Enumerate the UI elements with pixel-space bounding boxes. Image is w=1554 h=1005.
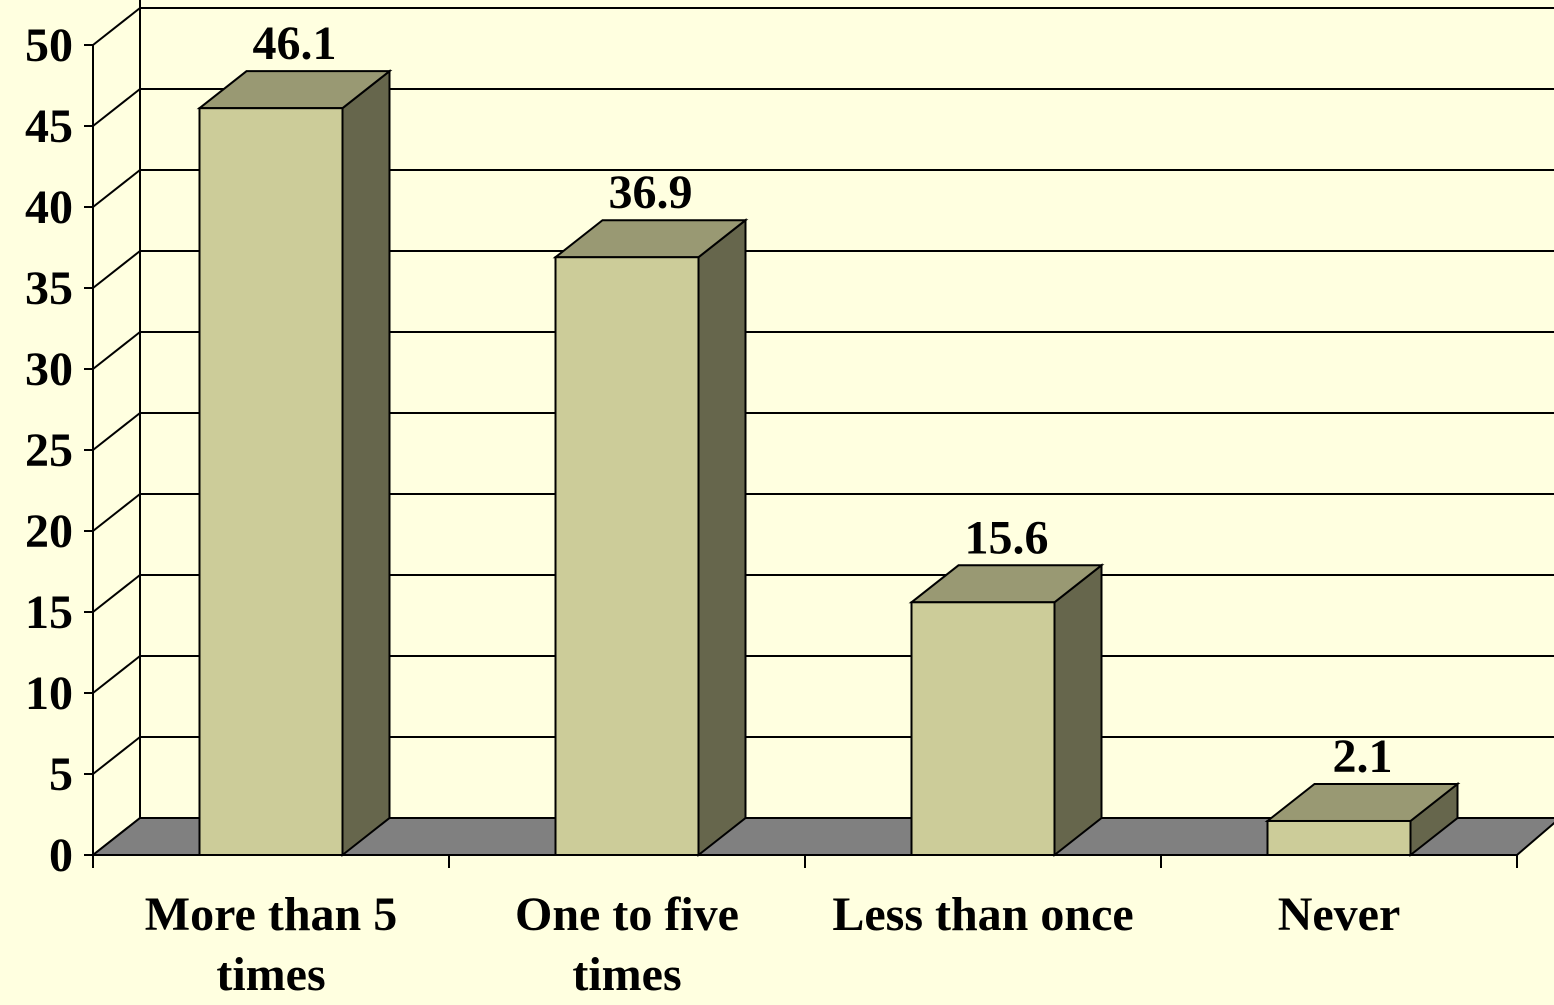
y-tick-label: 0 xyxy=(49,829,73,882)
bar xyxy=(554,256,700,857)
bar-side xyxy=(1053,563,1103,858)
bar-side xyxy=(341,69,391,858)
data-label: 2.1 xyxy=(1333,730,1393,783)
side-wall-gridline xyxy=(92,574,141,613)
side-wall-gridline xyxy=(92,7,141,46)
y-tick-label: 5 xyxy=(49,748,73,801)
data-label: 46.1 xyxy=(253,17,337,70)
x-tick-label: Less than once xyxy=(832,888,1133,941)
side-wall-gridline xyxy=(92,331,141,370)
y-tick-label: 35 xyxy=(25,262,73,315)
x-tick-label: More than 5 xyxy=(145,888,397,941)
y-tick-label: 40 xyxy=(25,181,73,234)
y-tick-label: 10 xyxy=(25,667,73,720)
y-tick-label: 30 xyxy=(25,343,73,396)
side-wall-gridline xyxy=(92,250,141,289)
y-tick-label: 50 xyxy=(25,19,73,72)
bar xyxy=(1266,819,1412,856)
x-tick-label: Never xyxy=(1278,888,1401,941)
x-tick-label: times xyxy=(572,948,681,1000)
bar-side xyxy=(697,218,747,858)
bar xyxy=(198,107,344,857)
side-wall-gridline xyxy=(92,412,141,451)
x-tick-label: times xyxy=(216,948,325,1000)
side-wall-gridline xyxy=(92,655,141,694)
y-tick-label: 15 xyxy=(25,586,73,639)
bar xyxy=(910,601,1056,857)
side-wall-gridline xyxy=(92,169,141,208)
side-wall-gridline xyxy=(92,736,141,775)
data-label: 15.6 xyxy=(965,511,1049,564)
side-wall-gridline xyxy=(92,88,141,127)
y-tick-label: 20 xyxy=(25,505,73,558)
data-label: 36.9 xyxy=(609,166,693,219)
y-tick-label: 25 xyxy=(25,424,73,477)
y-tick-label: 45 xyxy=(25,100,73,153)
x-tick-label: One to five xyxy=(515,888,739,941)
side-wall-gridline xyxy=(92,493,141,532)
